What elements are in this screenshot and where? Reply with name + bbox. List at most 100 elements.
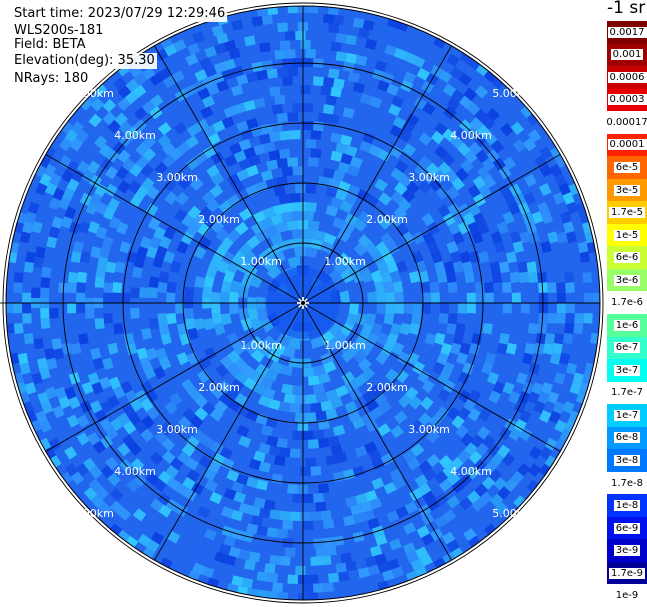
scan-gate [283, 393, 296, 404]
scan-gate [325, 205, 339, 217]
scan-gate [499, 82, 513, 97]
scan-gate [287, 256, 301, 268]
scan-gate [250, 221, 265, 235]
scan-gate [466, 490, 481, 504]
scan-gate [339, 200, 354, 214]
scan-gate [430, 484, 445, 499]
scan-gate [449, 250, 462, 264]
scan-gate [330, 132, 343, 144]
scan-gate [59, 137, 73, 152]
scan-gate [269, 509, 281, 520]
scan-gate [481, 116, 496, 130]
scan-gate [392, 477, 406, 490]
scan-gate [198, 455, 212, 469]
scan-gate [201, 95, 215, 108]
scan-gate [347, 476, 360, 489]
scan-gate [174, 482, 189, 496]
scan-gate [547, 231, 559, 244]
scan-gate [187, 42, 201, 56]
ring-label: 1.00km [240, 339, 282, 352]
scan-gate [423, 468, 437, 482]
scan-gate [407, 530, 421, 543]
scan-gate [403, 303, 413, 314]
scan-gate [515, 372, 528, 385]
scan-gate [162, 75, 176, 89]
scan-gate [403, 542, 416, 555]
scan-gate [95, 226, 108, 239]
scan-gate [376, 291, 386, 303]
scan-gate [494, 240, 506, 254]
scan-gate [105, 261, 117, 274]
scan-gate [130, 380, 143, 394]
scan-gate [460, 433, 474, 447]
scan-gate [194, 150, 208, 165]
scan-gate [166, 162, 180, 177]
scan-gate [308, 574, 319, 584]
scan-gate [276, 157, 288, 169]
scan-gate [438, 455, 453, 469]
scan-gate [79, 251, 91, 263]
scan-gate [183, 84, 197, 97]
scan-gate [412, 303, 422, 314]
scan-gate [362, 65, 375, 78]
scan-gate [240, 176, 254, 189]
scan-gate [412, 361, 426, 375]
scan-gate [396, 39, 410, 52]
scan-gate [281, 429, 293, 440]
scan-gate [238, 242, 253, 257]
scan-gate [86, 89, 100, 104]
scan-gate [355, 101, 368, 113]
scan-gate [200, 106, 214, 119]
scan-gate [457, 303, 467, 314]
scan-gate [374, 60, 388, 72]
scan-gate [303, 13, 314, 23]
scan-gate [125, 513, 140, 528]
scan-gate [250, 349, 265, 363]
scan-gate [313, 76, 324, 86]
scan-gate [79, 192, 93, 206]
scan-gate [395, 87, 409, 101]
scan-gate [40, 277, 51, 288]
scan-gate [362, 461, 376, 474]
scan-gate [434, 332, 446, 346]
scan-gate [413, 96, 427, 110]
scan-gate [432, 361, 445, 375]
scan-gate [424, 332, 437, 346]
scan-gate [388, 214, 403, 229]
scan-gate [408, 322, 420, 336]
scan-gate [583, 313, 593, 324]
scan-gate [454, 127, 468, 141]
scan-gate [126, 221, 139, 235]
scan-gate [526, 261, 537, 273]
scan-gate [469, 117, 484, 131]
scan-gate [328, 113, 340, 125]
colorbar-level: 1.7e-9 [607, 561, 647, 585]
colorbar-level: 0.0017 [607, 21, 647, 44]
scan-gate [89, 465, 103, 480]
scan-gate [446, 352, 459, 366]
scan-gate [226, 564, 239, 576]
ring-label: 4.00km [114, 129, 156, 142]
scan-gate [345, 313, 358, 327]
scan-gate [238, 138, 252, 151]
scan-gate [455, 167, 469, 182]
scan-gate [148, 276, 160, 288]
scan-gate [305, 139, 317, 149]
scan-gate [76, 282, 86, 293]
scan-gate [345, 560, 357, 572]
scan-gate [318, 372, 331, 385]
scan-gate [591, 272, 600, 283]
scan-gate [88, 113, 102, 128]
scan-gate [461, 458, 476, 472]
scan-gate [218, 200, 233, 214]
scan-gate [386, 332, 399, 347]
scan-gate [502, 313, 512, 324]
scan-gate [263, 453, 276, 465]
azimuth-spoke [154, 302, 304, 561]
scan-gate [238, 455, 252, 468]
scan-gate [186, 369, 200, 384]
scan-gate [66, 432, 80, 446]
scan-gate [549, 352, 561, 365]
scan-gate [161, 154, 176, 168]
scan-gate [428, 414, 443, 428]
